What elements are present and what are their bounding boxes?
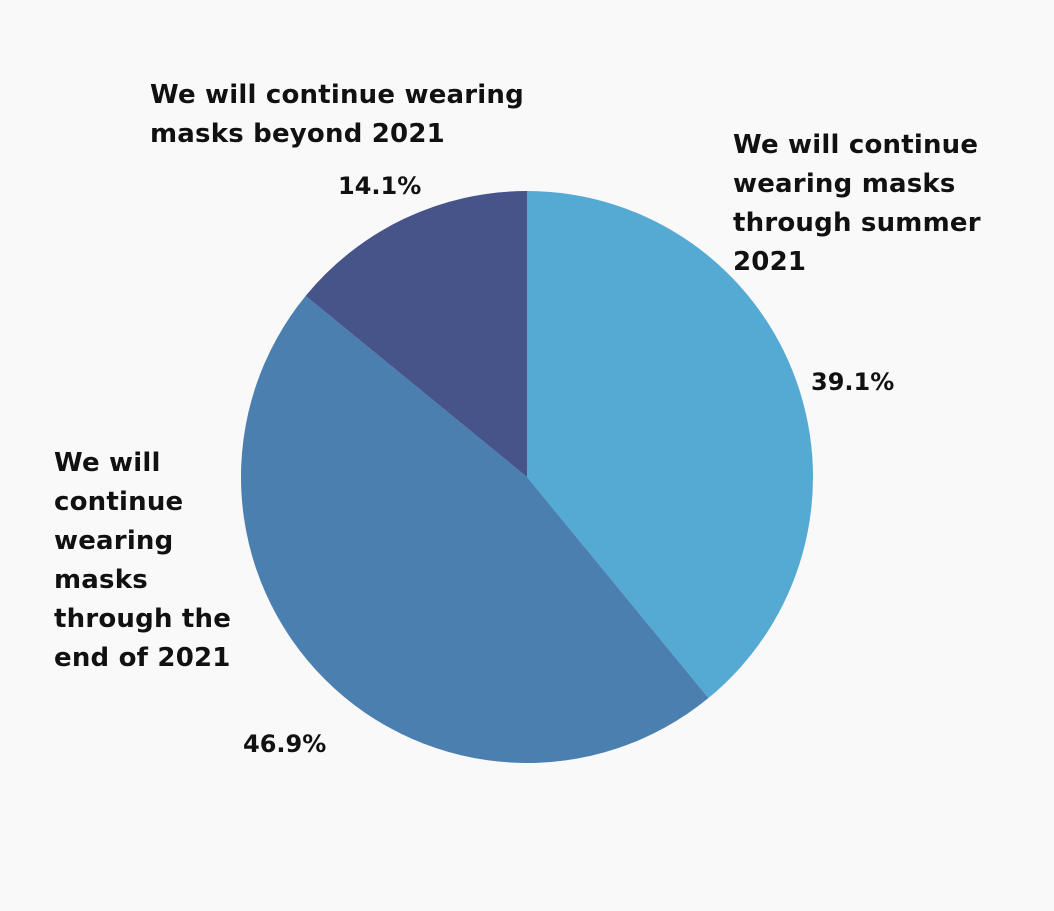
- slice-label-end-of-year: We will continue wearing masks through t…: [54, 448, 232, 673]
- pie-slice-end-of-year: [240, 295, 709, 763]
- pie-slice-summer: [527, 191, 813, 699]
- slice-label-beyond: We will continue wearing masks beyond 20…: [150, 80, 524, 149]
- slice-value-end-of-year: 46.9%: [243, 730, 327, 758]
- slice-value-beyond: 14.1%: [338, 172, 422, 200]
- pie-slice-beyond: [305, 190, 527, 477]
- slice-label-summer: We will continue wearing masks through s…: [733, 130, 981, 277]
- slice-value-summer: 39.1%: [811, 368, 895, 396]
